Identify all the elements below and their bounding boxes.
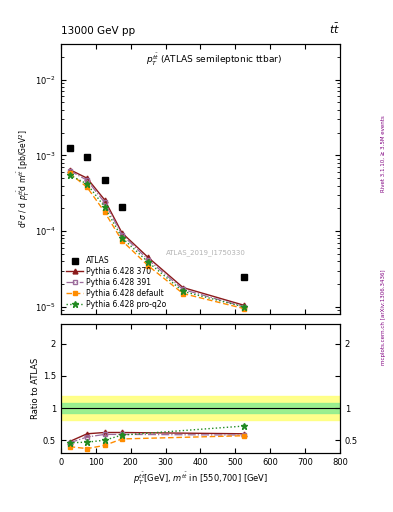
Pythia 6.428 391 xyxy=(102,199,107,205)
ATLAS xyxy=(85,154,90,160)
Pythia 6.428 370 xyxy=(102,197,107,203)
Line: Pythia 6.428 370: Pythia 6.428 370 xyxy=(67,167,246,308)
Pythia 6.428 pro-q2o xyxy=(181,288,185,294)
Pythia 6.428 391 xyxy=(242,304,246,310)
Pythia 6.428 391 xyxy=(119,231,124,238)
Pythia 6.428 default xyxy=(119,238,124,244)
Text: $t\bar{t}$: $t\bar{t}$ xyxy=(329,22,340,36)
Line: Pythia 6.428 default: Pythia 6.428 default xyxy=(67,171,246,311)
Pythia 6.428 default xyxy=(85,184,90,190)
Pythia 6.428 370 xyxy=(146,254,151,261)
Pythia 6.428 391 xyxy=(146,257,151,263)
Pythia 6.428 370 xyxy=(119,230,124,236)
Pythia 6.428 pro-q2o xyxy=(242,304,246,310)
ATLAS xyxy=(67,145,72,151)
Text: Rivet 3.1.10, ≥ 3.5M events: Rivet 3.1.10, ≥ 3.5M events xyxy=(381,115,386,192)
Pythia 6.428 370 xyxy=(85,175,90,181)
Text: ATLAS_2019_I1750330: ATLAS_2019_I1750330 xyxy=(166,250,246,257)
Pythia 6.428 pro-q2o xyxy=(146,259,151,265)
Pythia 6.428 370 xyxy=(67,166,72,173)
ATLAS xyxy=(119,204,124,210)
Legend: ATLAS, Pythia 6.428 370, Pythia 6.428 391, Pythia 6.428 default, Pythia 6.428 pr: ATLAS, Pythia 6.428 370, Pythia 6.428 39… xyxy=(65,254,168,310)
X-axis label: $p_T^{t\bar{t}}$[GeV], $m^{t\bar{t}}$ in [550,700] [GeV]: $p_T^{t\bar{t}}$[GeV], $m^{t\bar{t}}$ in… xyxy=(133,471,268,487)
Y-axis label: d$^2\sigma$ / d $p_T^{t\bar{t}}$d m$^{t\bar{t}}$ [pb/GeV$^2$]: d$^2\sigma$ / d $p_T^{t\bar{t}}$d m$^{t\… xyxy=(16,130,32,228)
Pythia 6.428 default xyxy=(102,209,107,215)
Pythia 6.428 default xyxy=(181,290,185,296)
Line: Pythia 6.428 pro-q2o: Pythia 6.428 pro-q2o xyxy=(66,172,248,310)
Bar xyxy=(61,403,340,413)
ATLAS xyxy=(102,177,107,183)
Pythia 6.428 pro-q2o xyxy=(102,204,107,210)
Bar xyxy=(61,396,340,420)
Pythia 6.428 370 xyxy=(242,302,246,308)
Line: ATLAS: ATLAS xyxy=(66,145,247,280)
Pythia 6.428 pro-q2o xyxy=(67,172,72,178)
Pythia 6.428 391 xyxy=(85,177,90,183)
Pythia 6.428 pro-q2o xyxy=(119,234,124,241)
Pythia 6.428 391 xyxy=(67,167,72,174)
Text: mcplots.cern.ch [arXiv:1306.3436]: mcplots.cern.ch [arXiv:1306.3436] xyxy=(381,270,386,365)
Text: $p_T^{t\bar{t}}$ (ATLAS semileptonic ttbar): $p_T^{t\bar{t}}$ (ATLAS semileptonic ttb… xyxy=(146,52,283,68)
Pythia 6.428 391 xyxy=(181,286,185,292)
Y-axis label: Ratio to ATLAS: Ratio to ATLAS xyxy=(31,358,40,419)
Pythia 6.428 default xyxy=(67,170,72,177)
Text: 13000 GeV pp: 13000 GeV pp xyxy=(61,26,135,36)
Pythia 6.428 pro-q2o xyxy=(85,181,90,187)
Line: Pythia 6.428 391: Pythia 6.428 391 xyxy=(67,168,246,309)
Pythia 6.428 370 xyxy=(181,285,185,291)
ATLAS xyxy=(242,274,246,280)
Pythia 6.428 default xyxy=(242,306,246,312)
Pythia 6.428 default xyxy=(146,263,151,269)
